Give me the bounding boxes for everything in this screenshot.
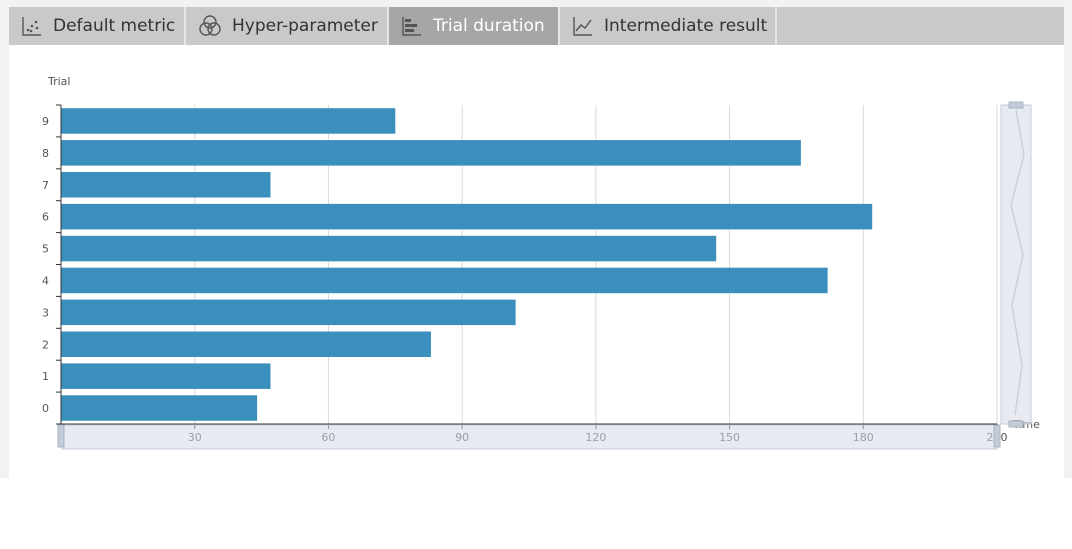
page-background: Default metric Hyper-parameter Trial dur… [0, 0, 1072, 478]
y-tick-label: 1 [42, 370, 49, 383]
bar-trial-0[interactable] [61, 395, 258, 421]
bar-chart-icon [401, 13, 423, 39]
y-tick-label: 9 [42, 115, 49, 128]
bar-trial-6[interactable] [61, 203, 873, 230]
chart-panel: 01234567890306090120150180210TrialTime [9, 45, 1064, 478]
scatter-chart-icon [21, 13, 43, 39]
y-tick-label: 0 [42, 402, 49, 415]
bar-trial-1[interactable] [61, 363, 271, 389]
y-zoom-handle-bottom[interactable] [1008, 420, 1024, 428]
tab-hyper-parameter[interactable]: Hyper-parameter [186, 7, 389, 45]
y-zoom-shadow [1010, 109, 1025, 416]
tab-label: Default metric [53, 16, 176, 36]
y-tick-label: 5 [42, 243, 49, 256]
bar-trial-3[interactable] [61, 299, 516, 326]
x-zoom-handle-left[interactable] [57, 424, 65, 448]
bar-trial-5[interactable] [61, 235, 717, 262]
y-tick-label: 2 [42, 338, 49, 351]
bar-trial-8[interactable] [61, 140, 801, 166]
y-tick-label: 3 [42, 306, 49, 319]
y-tick-label: 7 [42, 179, 49, 192]
bar-trial-9[interactable] [61, 108, 396, 134]
x-zoom-slider[interactable] [61, 424, 998, 450]
tab-label: Trial duration [433, 16, 545, 36]
y-axis-name: Trial [47, 75, 70, 88]
tab-trial-duration[interactable]: Trial duration [389, 7, 560, 45]
venn-circles-icon [198, 13, 222, 39]
y-tick-label: 6 [42, 211, 49, 224]
bar-trial-7[interactable] [61, 171, 271, 198]
tab-label: Hyper-parameter [232, 16, 378, 36]
y-tick-label: 8 [42, 147, 49, 160]
line-chart-icon [572, 13, 594, 39]
y-zoom-handle-top[interactable] [1008, 101, 1024, 109]
tab-bar: Default metric Hyper-parameter Trial dur… [9, 7, 1064, 45]
x-zoom-handle-right[interactable] [993, 424, 1001, 448]
bar-trial-2[interactable] [61, 331, 431, 358]
y-zoom-slider[interactable] [1000, 104, 1032, 425]
tab-default-metric[interactable]: Default metric [9, 7, 186, 45]
tab-intermediate-result[interactable]: Intermediate result [560, 7, 777, 45]
bar-trial-4[interactable] [61, 267, 828, 294]
trial-duration-chart: 01234567890306090120150180210TrialTime [42, 75, 1040, 450]
tab-label: Intermediate result [604, 16, 768, 36]
y-tick-label: 4 [42, 274, 49, 287]
